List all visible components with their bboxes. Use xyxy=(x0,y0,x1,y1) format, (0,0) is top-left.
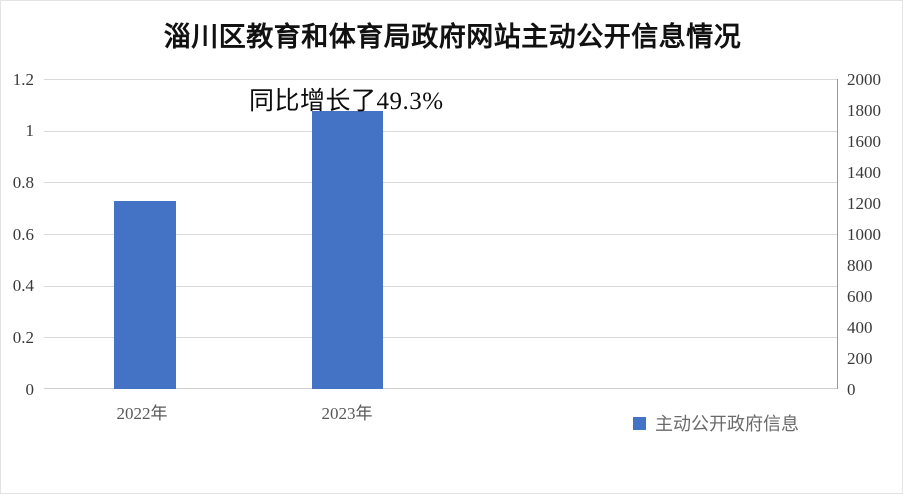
bar-2022[interactable] xyxy=(114,201,176,389)
legend-color-swatch-icon xyxy=(633,416,646,430)
y-axis-right-tick-2000: 2000 xyxy=(847,70,881,89)
gridline-1.2 xyxy=(44,79,838,80)
y-axis-right-tick-200: 200 xyxy=(847,349,873,368)
y-axis-right-tick-1200: 1200 xyxy=(847,194,881,213)
gridline-0.8 xyxy=(44,182,838,183)
legend-item-label: 主动公开政府信息 xyxy=(655,414,799,434)
gridline-0.2 xyxy=(44,337,838,338)
y-axis-right-tick-1600: 1600 xyxy=(847,132,881,151)
y-axis-right-tick-0: 0 xyxy=(847,380,856,399)
y-axis-right-tick-600: 600 xyxy=(847,287,873,306)
y-axis-right-tick-1400: 1400 xyxy=(847,163,881,182)
x-axis-tick-2023: 2023年 xyxy=(321,404,373,423)
y-axis-right-tick-1000: 1000 xyxy=(847,225,881,244)
y-axis-right-tick-400: 400 xyxy=(847,318,873,337)
y-axis-left-tick-0.8: 0.8 xyxy=(12,173,34,192)
chart-legend: 主动公开政府信息 xyxy=(633,410,799,436)
y-axis-left-tick-0.6: 0.6 xyxy=(12,225,34,244)
y-axis-left-tick-0.4: 0.4 xyxy=(12,276,34,295)
growth-annotation: 同比增长了49.3% xyxy=(249,88,444,115)
plot-area xyxy=(44,79,838,389)
y-axis-left-tick-0.2: 0.2 xyxy=(12,328,34,347)
chart-title: 淄川区教育和体育局政府网站主动公开信息情况 xyxy=(163,22,742,52)
y-axis-left-tick-1: 1 xyxy=(25,121,35,140)
y-axis-left-tick-0: 0 xyxy=(25,380,35,399)
y-axis-right-tick-1800: 1800 xyxy=(847,101,881,120)
x-axis-tick-2022: 2022年 xyxy=(116,404,168,423)
gridline-1 xyxy=(44,131,838,132)
gridline-0.4 xyxy=(44,286,838,287)
gridline-baseline-0 xyxy=(44,388,838,389)
gridline-0.6 xyxy=(44,234,838,235)
right-axis-line xyxy=(837,79,838,389)
bar-2023[interactable] xyxy=(312,111,383,389)
y-axis-right-tick-800: 800 xyxy=(847,256,873,275)
y-axis-left-tick-1.2: 1.2 xyxy=(12,70,34,89)
